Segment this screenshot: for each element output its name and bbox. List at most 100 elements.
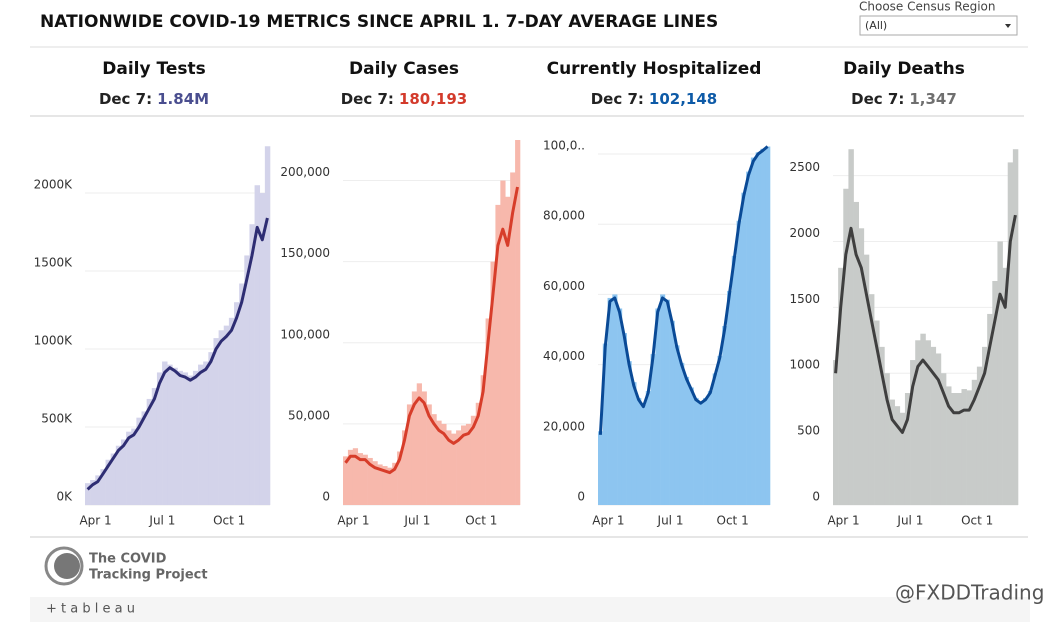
y-tick-label: 40,000 xyxy=(543,349,585,363)
bar xyxy=(727,290,733,505)
bar xyxy=(669,320,675,505)
bar xyxy=(234,302,240,505)
y-tick-label: 0 xyxy=(577,490,585,504)
panel-subtitle: Dec 7: 1,347 xyxy=(851,90,957,108)
bar xyxy=(641,404,647,505)
avg-line xyxy=(86,217,269,491)
subtitle-value: 1.84M xyxy=(157,90,209,108)
bar xyxy=(966,390,973,505)
bar xyxy=(982,346,988,505)
y-tick-label: 1500K xyxy=(34,256,74,270)
bar xyxy=(910,360,916,505)
dropdown-arrow xyxy=(1005,24,1011,28)
x-tick-label: Jul 1 xyxy=(657,514,684,528)
x-tick-label: Apr 1 xyxy=(337,514,369,528)
bar xyxy=(607,297,613,505)
y-tick-label: 0 xyxy=(322,490,330,504)
bar xyxy=(377,464,383,505)
tableau-logo[interactable]: + t a b l e a u xyxy=(46,602,135,617)
bar xyxy=(470,415,477,505)
y-tick-label: 100,000 xyxy=(280,327,330,341)
bar xyxy=(731,255,737,505)
y-tick-label: 50,000 xyxy=(288,408,330,422)
bar xyxy=(707,390,713,505)
bar xyxy=(904,392,911,505)
bar xyxy=(485,318,491,505)
bar xyxy=(971,379,978,505)
logo-ring xyxy=(44,546,84,586)
bar xyxy=(925,340,931,505)
bar xyxy=(645,390,651,505)
bar xyxy=(264,146,271,505)
bar xyxy=(239,283,245,505)
subtitle-value: 102,148 xyxy=(649,90,717,108)
bar xyxy=(182,372,189,505)
bar xyxy=(858,228,865,505)
bar xyxy=(352,448,359,505)
bar xyxy=(664,299,670,505)
bar xyxy=(935,353,942,505)
panel-title: Daily Deaths xyxy=(843,59,965,79)
bar xyxy=(992,280,998,505)
bar xyxy=(490,261,496,505)
bar xyxy=(362,454,368,505)
bar xyxy=(693,397,699,505)
bar xyxy=(755,152,761,505)
subtitle-value: 180,193 xyxy=(399,90,467,108)
bar xyxy=(899,412,906,505)
bar xyxy=(436,420,442,505)
bar xyxy=(411,391,418,505)
bar xyxy=(688,387,694,505)
bar xyxy=(475,402,481,505)
bar xyxy=(172,367,178,505)
bar xyxy=(198,364,204,505)
bar xyxy=(192,370,199,505)
bar xyxy=(889,399,895,505)
bar xyxy=(722,326,728,505)
panel-subtitle: Dec 7: 102,148 xyxy=(591,90,718,108)
bar xyxy=(228,317,235,505)
bar xyxy=(717,355,723,505)
x-tick-label: Oct 1 xyxy=(961,514,993,528)
filter-dropdown[interactable] xyxy=(859,15,1018,36)
bar xyxy=(765,146,771,505)
bar xyxy=(636,397,642,505)
bar xyxy=(426,404,432,505)
bar xyxy=(602,343,608,505)
y-tick-label: 500 xyxy=(797,424,820,438)
bar xyxy=(505,196,511,505)
bar xyxy=(915,340,921,505)
bar xyxy=(162,361,168,505)
bar xyxy=(156,372,163,505)
bar xyxy=(712,373,718,505)
subtitle-label: Dec 7: xyxy=(851,90,904,108)
filter-value: (All) xyxy=(865,19,887,32)
avg-line xyxy=(598,145,769,435)
bar xyxy=(976,366,983,505)
bar xyxy=(838,267,844,505)
bar xyxy=(465,423,472,505)
bar xyxy=(598,431,604,505)
bar xyxy=(874,320,880,505)
bar xyxy=(679,362,685,505)
x-tick-label: Jul 1 xyxy=(403,514,430,528)
x-tick-label: Apr 1 xyxy=(592,514,624,528)
x-tick-label: Oct 1 xyxy=(465,514,497,528)
bar xyxy=(848,149,854,506)
bar xyxy=(843,188,849,505)
bar xyxy=(884,373,890,505)
y-tick-label: 0K xyxy=(56,490,73,504)
bar xyxy=(863,254,870,505)
bar xyxy=(208,352,214,505)
bar xyxy=(136,417,142,505)
bar xyxy=(397,451,403,505)
x-tick-label: Jul 1 xyxy=(896,514,923,528)
bar xyxy=(115,445,122,505)
x-tick-label: Jul 1 xyxy=(148,514,175,528)
bar xyxy=(1012,149,1019,506)
bar xyxy=(259,193,266,506)
bar xyxy=(90,480,96,505)
bar xyxy=(655,308,661,505)
logo-dot xyxy=(54,553,80,579)
